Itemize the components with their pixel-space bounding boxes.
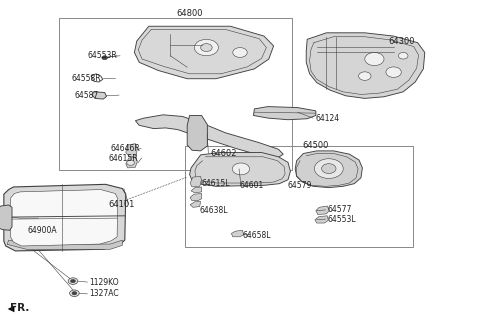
Polygon shape <box>92 92 107 99</box>
Polygon shape <box>7 240 122 249</box>
Circle shape <box>102 56 108 60</box>
Polygon shape <box>295 151 362 188</box>
Text: 64646R: 64646R <box>110 144 140 153</box>
Text: 64124: 64124 <box>316 113 340 123</box>
Polygon shape <box>190 153 290 186</box>
Circle shape <box>365 52 384 66</box>
Circle shape <box>194 39 218 56</box>
Polygon shape <box>315 216 328 223</box>
Text: 64615L: 64615L <box>202 179 230 188</box>
Bar <box>59 18 292 170</box>
Text: 64300: 64300 <box>389 37 415 47</box>
Circle shape <box>314 159 343 178</box>
Circle shape <box>232 163 250 175</box>
Polygon shape <box>316 206 329 215</box>
Text: 64638L: 64638L <box>199 206 228 215</box>
Circle shape <box>72 292 77 295</box>
Polygon shape <box>135 115 283 159</box>
Polygon shape <box>126 144 137 157</box>
Polygon shape <box>190 194 202 201</box>
Text: 64601: 64601 <box>240 181 264 190</box>
Text: 64553L: 64553L <box>327 215 356 224</box>
Circle shape <box>233 48 247 57</box>
Text: 1327AC: 1327AC <box>89 289 119 298</box>
Polygon shape <box>191 187 202 193</box>
Polygon shape <box>253 107 316 120</box>
Text: 64101: 64101 <box>108 200 135 209</box>
Polygon shape <box>11 190 118 246</box>
Circle shape <box>322 164 336 174</box>
Circle shape <box>68 278 78 284</box>
Text: 64579: 64579 <box>288 181 312 190</box>
Polygon shape <box>134 26 274 79</box>
Polygon shape <box>126 157 137 168</box>
Polygon shape <box>0 205 12 230</box>
Circle shape <box>386 67 401 77</box>
Circle shape <box>71 279 75 283</box>
Circle shape <box>70 290 79 297</box>
Circle shape <box>201 44 212 51</box>
Polygon shape <box>231 230 244 237</box>
Text: 64553R: 64553R <box>87 51 117 60</box>
Text: 64500: 64500 <box>302 141 329 151</box>
Polygon shape <box>187 115 207 151</box>
Polygon shape <box>8 306 14 312</box>
Text: 64900A: 64900A <box>28 226 58 235</box>
Text: 1129KO: 1129KO <box>89 277 119 287</box>
Polygon shape <box>190 176 202 187</box>
Circle shape <box>359 72 371 80</box>
Text: 64577: 64577 <box>327 205 352 215</box>
Polygon shape <box>190 201 201 207</box>
Circle shape <box>398 52 408 59</box>
Text: 64558R: 64558R <box>71 73 101 83</box>
Text: 64615R: 64615R <box>108 154 138 163</box>
Text: 64800: 64800 <box>176 9 203 18</box>
Bar <box>185 146 413 247</box>
Text: FR.: FR. <box>10 303 29 313</box>
Text: 64602: 64602 <box>210 149 237 158</box>
Text: 64658L: 64658L <box>242 231 271 240</box>
Circle shape <box>127 160 134 165</box>
Polygon shape <box>306 33 425 98</box>
Polygon shape <box>4 184 126 251</box>
Text: 64587: 64587 <box>74 91 99 100</box>
